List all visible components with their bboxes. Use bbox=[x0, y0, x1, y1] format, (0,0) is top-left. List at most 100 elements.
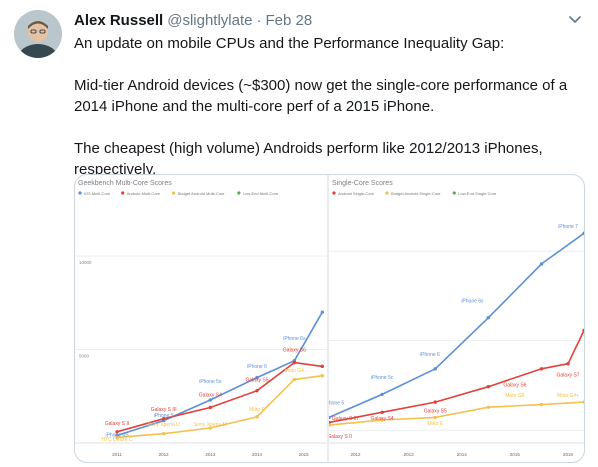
point-annotation: Sony Xperia U bbox=[148, 422, 181, 428]
legend-marker bbox=[332, 191, 336, 195]
point-annotation: iPhone 5s bbox=[199, 379, 222, 385]
series-line bbox=[328, 401, 584, 426]
point-annotation: iPhone 7 bbox=[558, 224, 578, 230]
author-name[interactable]: Alex Russell bbox=[74, 11, 164, 29]
x-tick-label: 2013 bbox=[205, 452, 216, 457]
x-tick-label: 2012 bbox=[159, 452, 170, 457]
point-annotation: Galaxy S4 bbox=[199, 392, 222, 398]
tweet-paragraph: An update on mobile CPUs and the Perform… bbox=[74, 35, 505, 52]
avatar-photo bbox=[14, 10, 62, 58]
point-annotation: iPhone 5c bbox=[371, 375, 394, 381]
point-annotation: Moto E bbox=[249, 407, 266, 413]
point-annotation: Galaxy S6 bbox=[503, 383, 526, 389]
legend-label: Budget Android Multi-Core bbox=[178, 191, 226, 196]
data-point bbox=[161, 417, 166, 421]
data-point bbox=[486, 405, 491, 409]
x-tick-label: 2015 bbox=[299, 452, 310, 457]
data-point bbox=[433, 367, 437, 371]
legend-label: iOS Multi-Core bbox=[84, 191, 111, 196]
tweet-paragraph: The cheapest (high volume) Androids perf… bbox=[74, 140, 543, 178]
legend-marker bbox=[172, 191, 176, 195]
series-line bbox=[116, 361, 323, 433]
point-annotation: Moto G4 bbox=[285, 368, 304, 374]
point-annotation: Galaxy S4 bbox=[371, 416, 394, 422]
data-point bbox=[208, 426, 213, 430]
point-annotation: iPhone 6 bbox=[247, 364, 267, 370]
data-point bbox=[320, 310, 325, 314]
author-handle[interactable]: @slightlylate bbox=[167, 11, 253, 29]
point-annotation: Galaxy S III bbox=[332, 416, 358, 422]
legend-label: Budget Android Single-Core bbox=[391, 191, 441, 196]
tweet-date[interactable]: Feb 28 bbox=[265, 11, 313, 29]
data-point bbox=[208, 405, 213, 410]
data-point bbox=[292, 377, 297, 382]
tweet-paragraph: Mid-tier Android devices (~$300) now get… bbox=[74, 77, 568, 115]
legend-label: Low-End Multi-Core bbox=[243, 191, 279, 196]
series-line bbox=[328, 330, 584, 424]
chevron-down-icon[interactable] bbox=[568, 12, 582, 26]
point-annotation: Galaxy S II bbox=[105, 421, 129, 427]
data-point bbox=[255, 375, 259, 380]
chart-title: Geekbench Multi-Core Scores bbox=[78, 180, 172, 187]
data-point bbox=[327, 423, 331, 427]
data-point bbox=[320, 364, 325, 369]
image-divider bbox=[327, 175, 329, 462]
x-tick-label: 2012 bbox=[351, 452, 362, 457]
y-tick-label: 10000 bbox=[79, 260, 92, 265]
point-annotation: iPhone 6s bbox=[461, 298, 484, 304]
data-point bbox=[115, 430, 119, 434]
x-tick-label: 2011 bbox=[112, 452, 122, 457]
x-tick-label: 2015 bbox=[510, 452, 521, 457]
data-point bbox=[582, 328, 584, 333]
legend-label: Low-End Single-Core bbox=[458, 191, 497, 196]
data-point bbox=[539, 402, 544, 407]
data-point bbox=[582, 400, 584, 404]
tweet-text: An update on mobile CPUs and the Perform… bbox=[74, 33, 588, 180]
data-point bbox=[161, 431, 166, 436]
point-annotation: iPhone 6s bbox=[283, 336, 306, 342]
legend-marker bbox=[237, 191, 241, 195]
tweet-header: Alex Russell @slightlylate · Feb 28 bbox=[74, 10, 580, 30]
data-point bbox=[539, 367, 544, 371]
legend-marker bbox=[385, 191, 389, 195]
data-point bbox=[115, 435, 119, 440]
separator-dot: · bbox=[256, 11, 262, 29]
point-annotation: iPhone 6 bbox=[420, 352, 440, 358]
point-annotation: Galaxy S III bbox=[151, 407, 177, 413]
legend-marker bbox=[452, 191, 456, 195]
point-annotation: Galaxy S5 bbox=[424, 408, 447, 414]
avatar[interactable] bbox=[14, 10, 62, 58]
data-point bbox=[582, 231, 584, 235]
data-point bbox=[566, 362, 570, 366]
data-point bbox=[539, 262, 544, 266]
point-annotation: iPhone 5 bbox=[329, 401, 344, 407]
x-tick-label: 2013 bbox=[404, 452, 415, 457]
legend-label: Android Single-Core bbox=[338, 191, 375, 196]
data-point bbox=[255, 388, 259, 393]
point-annotation: Moto G5 bbox=[505, 393, 524, 399]
data-point bbox=[327, 415, 331, 420]
point-annotation: iPhone 4S bbox=[105, 432, 129, 438]
point-annotation: Moto E bbox=[427, 421, 444, 427]
x-tick-label: 2014 bbox=[252, 452, 263, 457]
data-point bbox=[327, 420, 331, 425]
point-annotation: Galaxy S7 bbox=[557, 372, 580, 378]
point-annotation: Galaxy S II bbox=[329, 434, 352, 440]
tweet-media[interactable]: Geekbench Multi-Core Scores iOS Multi-Cor… bbox=[74, 174, 585, 463]
point-annotation: Galaxy S5 bbox=[245, 377, 268, 383]
single-core-chart-panel[interactable]: Single-Core Scores Android Single-Core Bud… bbox=[324, 175, 584, 462]
single-core-chart: Single-Core Scores Android Single-Core Bud… bbox=[324, 180, 584, 457]
point-annotation: HTC Desire C bbox=[101, 437, 133, 443]
legend-marker bbox=[121, 191, 125, 195]
x-tick-label: 2016 bbox=[563, 452, 574, 457]
data-point bbox=[380, 392, 384, 397]
data-point bbox=[208, 398, 213, 402]
chart-title: Single-Core Scores bbox=[332, 180, 393, 187]
point-annotation: Moto G4+ bbox=[557, 393, 579, 399]
multi-core-chart-panel[interactable]: Geekbench Multi-Core Scores iOS Multi-Cor… bbox=[75, 175, 327, 462]
point-annotation: Galaxy S6 bbox=[283, 347, 306, 353]
series-line bbox=[116, 374, 323, 439]
data-point bbox=[433, 400, 437, 404]
data-point bbox=[486, 385, 491, 389]
data-point bbox=[380, 418, 384, 422]
